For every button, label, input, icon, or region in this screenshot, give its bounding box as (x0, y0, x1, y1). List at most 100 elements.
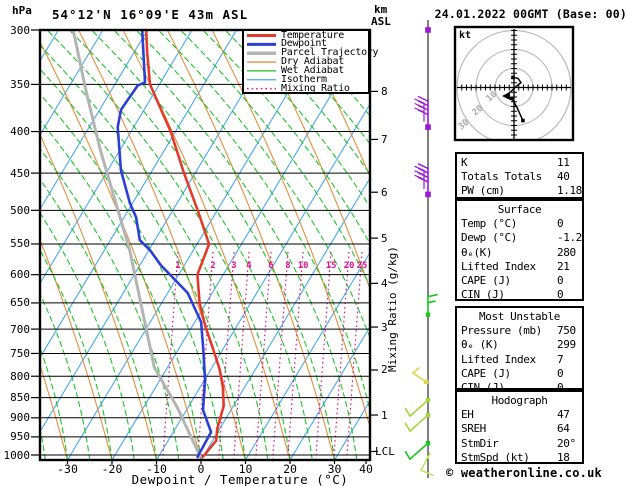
pressure-tick-label: 800 (10, 369, 30, 383)
legend-label: Wet Adiabat (281, 64, 344, 76)
wind-barb-stroke (427, 293, 438, 298)
panel-row-label: θₑ(K) (461, 245, 493, 259)
altitude-unit-asl: ASL (371, 15, 391, 28)
wind-barb-marker (511, 75, 515, 80)
isotherm-line (200, 177, 370, 460)
hodograph-unit-label: kt (459, 30, 472, 41)
pressure-tick-label: 500 (10, 203, 30, 217)
panel-row-value: 40 (557, 170, 570, 184)
station-title: 54°12'N 16°09'E 43m ASL (52, 7, 249, 22)
panel-header: Surface (497, 203, 542, 216)
panel-row: SREH 64 (457, 422, 582, 436)
wind-barb-stroke (404, 422, 411, 432)
pressure-tick-label: 750 (10, 346, 30, 360)
altitude-tick-label: 4 (381, 276, 388, 290)
wind-barb-marker (425, 27, 431, 33)
dry-adiabat-line (40, 238, 113, 460)
mixing-ratio-tick-label: 4 (246, 261, 252, 271)
legend-label: Dry Adiabat (281, 56, 344, 68)
panel-row-label: CIN (J) (461, 288, 505, 302)
panel-row-label: Lifted Index (461, 259, 536, 273)
panel-row-value: 20° (557, 436, 576, 450)
wet-adiabat-line (40, 211, 135, 460)
isotherm-line (40, 30, 193, 285)
pressure-tick-label: 450 (10, 166, 30, 180)
wet-adiabat-line (40, 147, 180, 460)
panel-row-label: θₑ (K) (461, 338, 499, 352)
wind-barb-stroke (414, 103, 425, 109)
panel-row: Dewp (°C) -1.2 (457, 231, 582, 245)
legend-label: Mixing Ratio (281, 82, 350, 94)
altitude-tick-label: 8 (381, 84, 388, 98)
wet-adiabat-line (40, 44, 269, 460)
panel-row: Temp (°C) 0 (457, 217, 582, 231)
wind-barb-stroke (420, 452, 431, 472)
pressure-tick-label: 300 (10, 23, 30, 37)
datetime-label: 24.01.2022 00GMT (Base: 00) (434, 7, 627, 21)
plot-border (38, 28, 372, 462)
dry-adiabat-line (167, 30, 336, 460)
wind-barb-stroke (404, 407, 411, 417)
panel-row: CIN (J) 0 (457, 288, 582, 302)
temperature-tick-label: 0 (197, 462, 205, 476)
stats-panel-most-unstable: Most Unstable Pressure (mb) 750 θₑ (K) 299 Li… (455, 306, 584, 394)
wind-barb-stroke (427, 300, 436, 304)
plot-background (40, 30, 370, 460)
mixing-ratio-line (272, 251, 289, 460)
legend-label: Isotherm (281, 73, 327, 85)
temperature-tick-label: -20 (101, 462, 123, 476)
panel-row-value: -1.2 (557, 231, 582, 245)
isotherm-line (40, 30, 148, 211)
pressure-tick-label: 400 (10, 125, 30, 139)
dry-adiabat-line (211, 30, 370, 430)
panel-row: Lifted Index 21 (457, 260, 582, 274)
wind-barb-marker (425, 191, 431, 198)
temperature-tick-label: 40 (359, 462, 373, 476)
dry-adiabat-line (40, 363, 69, 460)
panel-row-value: 47 (557, 408, 570, 422)
wind-barb-stroke (417, 95, 429, 102)
dry-adiabat-line (40, 40, 202, 460)
pressure-tick-label: 900 (10, 411, 30, 425)
hodograph-arrowhead (502, 92, 510, 100)
wind-barb-stroke (414, 170, 425, 176)
parcel-trajectory-curve (71, 30, 202, 459)
pressure-tick-label: 550 (10, 237, 30, 251)
panel-row-value: 0 (557, 273, 564, 287)
mixing-ratio-tick-label: 15 (325, 261, 337, 271)
altitude-tick-label: 2 (381, 363, 388, 377)
panel-row-label: Temp (°C) (461, 217, 518, 231)
panel-row: θₑ (K) 299 (457, 338, 582, 352)
isotherm-line (40, 30, 282, 433)
temperature-curve (144, 30, 225, 459)
wet-adiabat-line (40, 119, 202, 460)
panel-row-label: Lifted Index (461, 352, 536, 366)
panel-row-value: 280 (557, 245, 576, 259)
wind-barb-stroke (409, 442, 429, 460)
temperature-tick-label: 30 (327, 462, 342, 476)
panel-row-label: Pressure (mb) (461, 324, 542, 338)
panel-row-value: 64 (557, 422, 570, 436)
isotherm-line (40, 30, 237, 359)
pressure-tick-label: 1000 (3, 448, 31, 462)
temperature-tick-label: 20 (283, 462, 297, 476)
panel-row: EH 47 (457, 408, 582, 422)
wet-adiabat-line (224, 30, 370, 209)
mixing-ratio-axis-label: Mixing Ratio (g/kg) (386, 246, 399, 372)
panel-row-label: StmDir (461, 436, 499, 450)
hodograph-border (453, 25, 575, 142)
legend-label: Temperature (281, 29, 344, 41)
dewpoint-curve (116, 30, 213, 459)
wet-adiabat-line (113, 30, 358, 460)
panel-row: K 11 (457, 156, 582, 170)
panel-row: CAPE (J) 0 (457, 274, 582, 288)
wind-barb-stroke (409, 399, 429, 417)
isotherm-line (245, 251, 370, 460)
wet-adiabat-line (46, 30, 291, 460)
panel-row-value: 11 (557, 156, 570, 169)
wet-adiabat-line (91, 30, 336, 460)
panel-row-value: 0 (557, 217, 564, 231)
wind-barb-stroke (414, 107, 425, 113)
hodograph-trace (504, 76, 524, 121)
